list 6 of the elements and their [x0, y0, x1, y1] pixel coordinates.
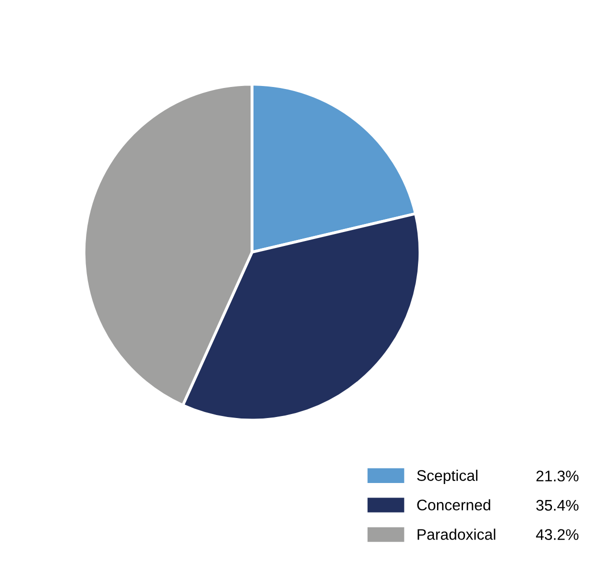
data-label: 43.2% — [536, 529, 578, 540]
data-label: 21.3% — [536, 470, 578, 482]
legend-label: Sceptical — [417, 470, 478, 484]
data-label: 35.4% — [536, 500, 578, 511]
legend-label: Concerned — [417, 499, 490, 510]
legend-label: Paradoxical — [418, 528, 496, 540]
